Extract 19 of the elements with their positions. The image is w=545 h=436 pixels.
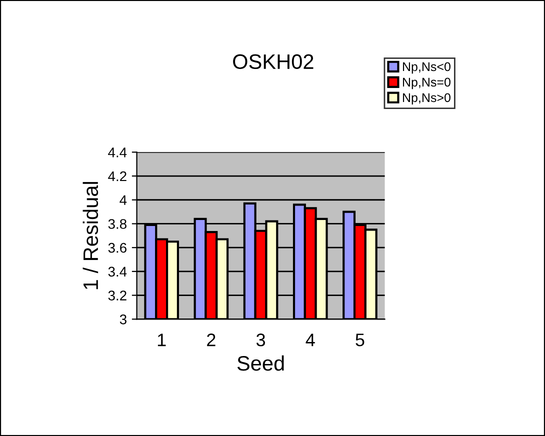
x-tick-label: 3 [256,334,266,346]
x-axis-title: Seed [237,355,284,371]
y-tick-label: 3.4 [108,266,127,277]
y-tick-label: 3 [120,314,126,324]
legend-label: Np,Ns=0 [403,78,450,90]
legend-label: Np,Ns>0 [403,93,450,105]
x-tick-label: 5 [356,334,364,346]
legend-label: Np,Ns<0 [403,62,450,74]
y-tick-label: 4.4 [108,148,127,158]
x-tick-label: 4 [306,334,315,346]
y-tick-label: 4 [120,195,127,205]
y-tick-label: 3.6 [108,242,126,253]
chart-title: OSKH02 [233,54,314,70]
y-tick-label: 4.2 [108,171,126,182]
y-tick-label: 3.8 [108,219,126,229]
y-axis-title: 1 / Residual [82,182,98,290]
x-tick-label: 1 [158,334,166,346]
x-tick-label: 2 [207,334,216,346]
y-tick-label: 3.2 [108,290,126,300]
